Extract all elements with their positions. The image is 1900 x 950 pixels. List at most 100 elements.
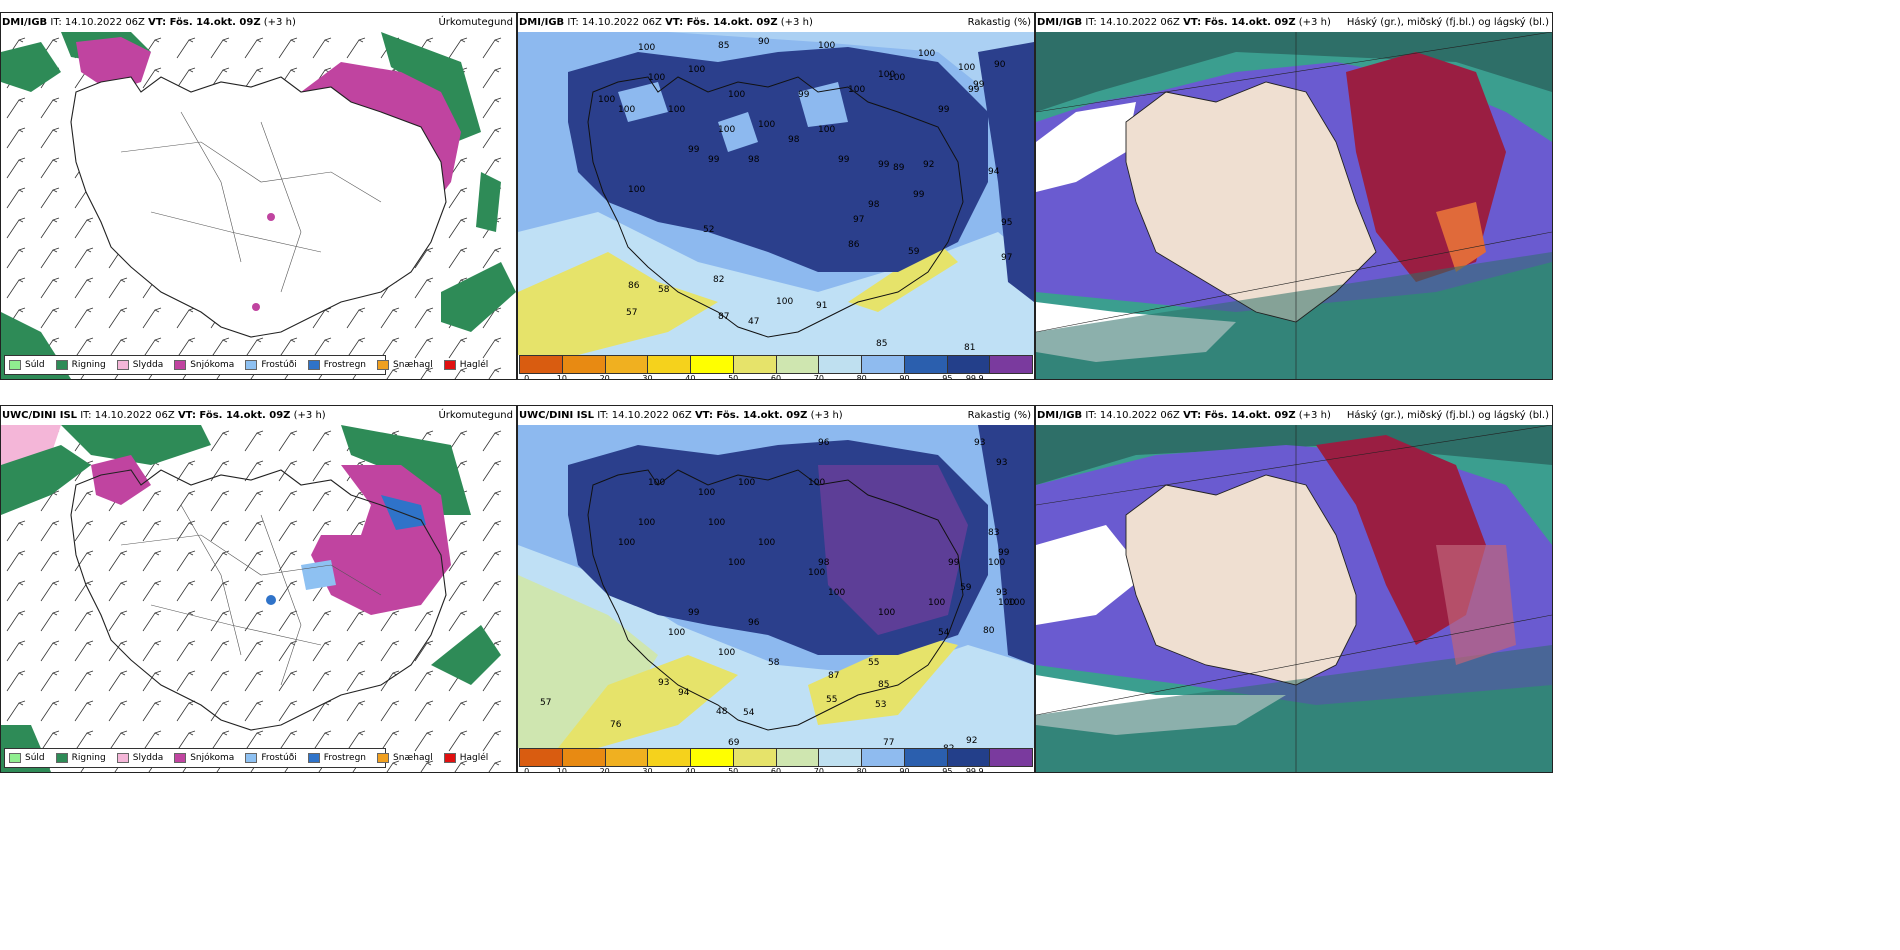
- colorbar-bin-2: [605, 356, 649, 373]
- legend-item-5: Frostregn: [307, 753, 367, 763]
- legend-label: Frostregn: [323, 360, 367, 370]
- valid-time: VT: Fös. 14.okt. 09Z: [1183, 17, 1296, 28]
- humidity-value-label: 81: [964, 343, 975, 353]
- precip-map: [1, 425, 516, 772]
- humidity-value-label: 100: [638, 518, 655, 528]
- colorbar-bin-1: [562, 356, 606, 373]
- precip-panel-row2: UWC/DINI ISL IT: 14.10.2022 06Z VT: Fös.…: [0, 405, 517, 773]
- humidity-value-label: 77: [883, 738, 894, 748]
- humidity-value-label: 100: [776, 297, 793, 307]
- colorbar-bin-7: [819, 749, 862, 766]
- legend-item-3: Snjókoma: [174, 360, 234, 370]
- humidity-value-label: 92: [966, 736, 977, 746]
- humidity-value-label: 100: [598, 95, 615, 105]
- colorbar-bin-10: [947, 356, 991, 373]
- humidity-value-label: 92: [923, 160, 934, 170]
- humidity-value-label: 80: [983, 626, 995, 636]
- humidity-value-label: 96: [748, 618, 760, 628]
- colorbar-bin-3: [648, 749, 691, 766]
- humidity-value-label: 100: [758, 120, 775, 130]
- humidity-value-label: 99: [948, 558, 960, 568]
- humidity-value-label: 100: [808, 568, 825, 578]
- legend-swatch: [307, 360, 320, 370]
- lead-time: (+3 h): [810, 410, 843, 421]
- humidity-value-label: 95: [1001, 218, 1012, 228]
- humidity-value-label: 58: [658, 285, 670, 295]
- init-time: IT: 14.10.2022 06Z: [1085, 17, 1180, 28]
- precip-map: [1, 32, 516, 379]
- humidity-value-label: 69: [728, 738, 740, 748]
- colorbar-swatches: [519, 748, 1033, 767]
- legend-swatch: [116, 753, 129, 763]
- init-time: IT: 14.10.2022 06Z: [597, 410, 692, 421]
- colorbar-tick-label: 40: [685, 374, 696, 380]
- colorbar-bin-6: [776, 749, 820, 766]
- humidity-value-label: 100: [728, 558, 745, 568]
- humidity-value-label: 98: [748, 155, 760, 165]
- humidity-value-label: 100: [628, 185, 645, 195]
- legend-swatch: [55, 753, 68, 763]
- panel-title: Úrkomutegund: [438, 17, 513, 28]
- humidity-value-label: 100: [668, 628, 685, 638]
- colorbar-tick-label: 95: [942, 767, 953, 773]
- humidity-value-label: 58: [768, 658, 780, 668]
- humidity-value-label: 82: [943, 744, 954, 748]
- colorbar-swatches: [519, 355, 1033, 374]
- humidity-value-label: 100: [688, 65, 705, 75]
- legend-label: Rigning: [71, 360, 106, 370]
- legend-label: Súld: [25, 753, 45, 763]
- legend-label: Frostregn: [323, 753, 367, 763]
- precip-legend: Súld Rigning Slydda Snjókoma Frostúði Frostre…: [4, 355, 488, 375]
- legend-label: Haglél: [459, 360, 489, 370]
- colorbar-tick-label: 60: [770, 374, 782, 380]
- colorbar-bin-10: [947, 749, 991, 766]
- legend-label: Slydda: [132, 360, 164, 370]
- humidity-value-label: 99: [878, 160, 890, 170]
- colorbar-bin-6: [776, 356, 820, 373]
- humidity-value-label: 99: [688, 145, 700, 155]
- legend-label: Frostúði: [261, 753, 297, 763]
- humidity-value-label: 97: [1001, 253, 1012, 263]
- humidity-value-label: 85: [718, 41, 729, 51]
- colorbar-bin-11: [990, 356, 1032, 373]
- colorbar-bin-8: [862, 749, 905, 766]
- humidity-value-label: 99: [798, 90, 810, 100]
- humidity-value-label: 93: [974, 438, 985, 448]
- lead-time: (+3 h): [293, 410, 326, 421]
- humidity-value-label: 76: [610, 720, 622, 730]
- humidity-colorbar: 0 10 20 30 40 50 60 70 80 90 95 99.9: [519, 748, 1033, 772]
- colorbar-tick-label: 50: [728, 374, 739, 380]
- legend-item-1: Rigning: [55, 753, 106, 763]
- colorbar-tick-label: 80: [856, 374, 867, 380]
- humidity-value-label: 99: [968, 85, 980, 95]
- colorbar-tick-label: 90: [899, 374, 910, 380]
- legend-swatch: [174, 360, 187, 370]
- humidity-value-label: 100: [918, 49, 935, 59]
- panel-title-bar: DMI/IGB IT: 14.10.2022 06Z VT: Fös. 14.o…: [1, 13, 516, 32]
- colorbar-tick-label: 30: [642, 767, 653, 773]
- colorbar-tick-label: 70: [813, 374, 824, 380]
- humidity-value-label: 100: [648, 73, 665, 83]
- legend-swatch: [377, 360, 390, 370]
- legend-swatch: [443, 753, 456, 763]
- init-time: IT: 14.10.2022 06Z: [80, 410, 175, 421]
- legend-swatch: [174, 753, 187, 763]
- humidity-value-label: 99: [688, 608, 700, 618]
- colorbar-tick-label: 40: [685, 767, 696, 773]
- panel-title-bar: UWC/DINI ISL IT: 14.10.2022 06Z VT: Fös.…: [518, 406, 1034, 425]
- legend-item-0: Súld: [9, 753, 45, 763]
- legend-swatch: [245, 753, 258, 763]
- humidity-value-label: 48: [716, 707, 728, 717]
- cloud-panel-row1: DMI/IGB IT: 14.10.2022 06Z VT: Fös. 14.o…: [1035, 12, 1553, 380]
- legend-label: Haglél: [459, 753, 489, 763]
- humidity-value-label: 100: [618, 105, 635, 115]
- humidity-value-label: 98: [868, 200, 880, 210]
- humidity-value-label: 100: [718, 125, 735, 135]
- humidity-value-label: 100: [958, 63, 975, 73]
- legend-item-5: Frostregn: [307, 360, 367, 370]
- humidity-value-label: 83: [988, 528, 999, 538]
- colorbar-tick-label: 99.9: [965, 374, 984, 380]
- humidity-value-label: 100: [728, 90, 745, 100]
